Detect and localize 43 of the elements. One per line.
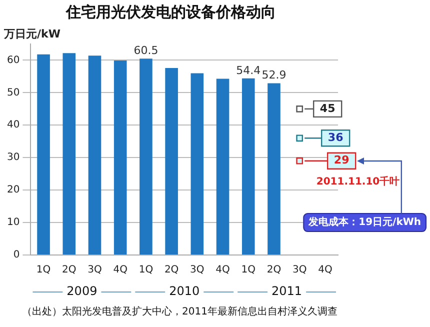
bar bbox=[190, 73, 204, 254]
chart-title: 住宅用光伏发电的设备价格动向 bbox=[65, 2, 276, 21]
x-tick-label: 1Q bbox=[36, 264, 51, 276]
y-tick-label: 0 bbox=[13, 250, 20, 261]
y-tick-label: 10 bbox=[6, 217, 20, 228]
bar bbox=[62, 53, 76, 254]
y-tick-label: 20 bbox=[6, 184, 20, 196]
text: （出处）太阳光发电普及扩大中心，2011年最新信息出自村泽义久调查 bbox=[22, 306, 338, 318]
x-tick-label: 4Q bbox=[216, 264, 230, 276]
bar bbox=[140, 58, 152, 254]
y-tick-label: 30 bbox=[6, 152, 20, 164]
annotation: 2011.11.10千叶 bbox=[316, 176, 400, 188]
bar bbox=[268, 83, 280, 254]
data-label: 45 bbox=[320, 102, 336, 115]
bar bbox=[216, 78, 230, 254]
y-tick-label: 60 bbox=[6, 54, 20, 66]
text: 2009 bbox=[66, 284, 98, 298]
annotation: 发电成本：19日元/kWh bbox=[308, 216, 422, 228]
x-tick-label: 3Q bbox=[292, 264, 307, 276]
y-axis-title: 万日元/kW bbox=[3, 27, 60, 40]
text: 2011 bbox=[272, 284, 302, 298]
y-tick-label: 40 bbox=[6, 120, 20, 131]
bar bbox=[114, 60, 127, 254]
x-tick-label: 4Q bbox=[318, 264, 332, 276]
y-tick-label: 50 bbox=[6, 87, 20, 98]
x-tick-label: 2Q bbox=[62, 264, 76, 276]
x-tick-label: 1Q bbox=[241, 264, 256, 276]
data-label: 54.4 bbox=[236, 64, 261, 77]
bar bbox=[165, 68, 178, 254]
x-tick-label: 4Q bbox=[113, 264, 128, 276]
data-label: 60.5 bbox=[134, 44, 158, 57]
bar bbox=[242, 78, 255, 254]
x-tick-label: 1Q bbox=[138, 264, 154, 276]
x-tick-label: 3Q bbox=[88, 264, 102, 276]
bar bbox=[88, 56, 102, 254]
data-label: 52.9 bbox=[262, 68, 286, 82]
x-tick-label: 2Q bbox=[266, 264, 282, 276]
bar bbox=[37, 54, 50, 254]
text: 2010 bbox=[169, 284, 200, 298]
data-label: 29 bbox=[334, 154, 350, 167]
x-tick-label: 2Q bbox=[164, 264, 179, 276]
data-label: 36 bbox=[328, 131, 344, 144]
x-tick-label: 3Q bbox=[190, 264, 204, 276]
